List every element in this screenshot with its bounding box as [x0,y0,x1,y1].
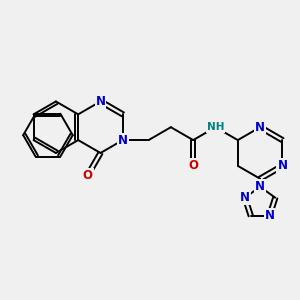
Text: N: N [265,209,275,222]
Text: NH: NH [207,122,224,132]
Text: N: N [240,191,250,204]
Text: N: N [278,159,287,172]
Text: N: N [255,121,265,134]
Text: O: O [188,159,198,172]
Text: N: N [255,180,265,193]
Text: N: N [95,95,106,108]
Text: O: O [82,169,93,182]
Text: N: N [118,134,128,147]
